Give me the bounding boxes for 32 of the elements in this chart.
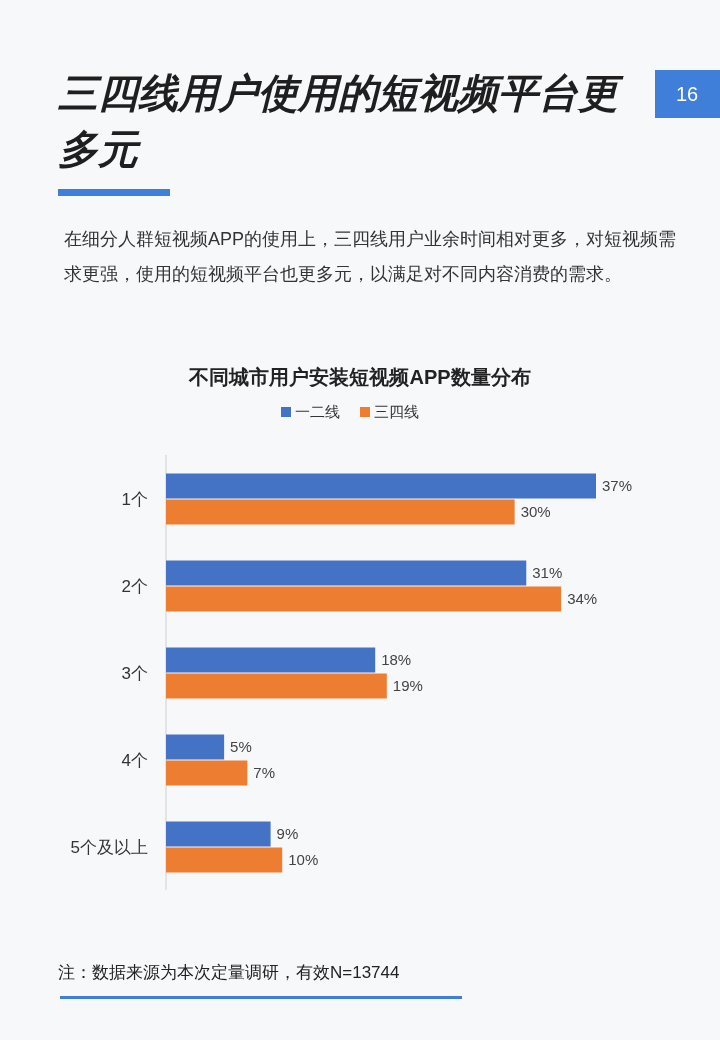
bar — [166, 821, 271, 847]
bar — [166, 847, 283, 873]
data-label: 7% — [253, 764, 276, 781]
data-label: 31% — [532, 564, 563, 581]
data-label: 9% — [276, 825, 299, 842]
chart-subtitle: 在细分人群短视频APP的使用上，三四线用户业余时间相对更多，对短视频需求更强，使用的短视频平台也更多元，以满足对不同内容消费的需求。 — [64, 229, 677, 284]
y-tick-label: 3个 — [121, 663, 148, 683]
data-label: 37% — [602, 477, 633, 494]
text: 16 — [675, 83, 699, 105]
data-label: 34% — [567, 590, 598, 607]
text: 不同城市用户安装短视频APP数量分布 — [188, 366, 531, 388]
data-label: 5% — [230, 738, 252, 755]
bar — [166, 673, 387, 699]
data-label: 19% — [392, 677, 423, 694]
bar — [166, 499, 515, 525]
bar — [166, 734, 225, 760]
bar — [166, 560, 527, 586]
y-tick-label: 1个 — [121, 489, 148, 509]
data-label: 18% — [381, 651, 412, 668]
data-label: 10% — [288, 851, 319, 868]
bar — [166, 586, 562, 612]
legend-label: 一二线 — [295, 403, 340, 420]
data-label: 30% — [520, 503, 551, 520]
y-tick-label: 2个 — [121, 576, 148, 596]
bar — [166, 647, 376, 673]
y-tick-label: 4个 — [121, 750, 148, 770]
chart-title: 三四线用户使用的短视频平台更多元 — [57, 71, 624, 171]
legend-label: 三四线 — [374, 403, 419, 420]
text: 注：数据来源为本次定量调研，有效N=13744 — [58, 963, 400, 982]
bar — [166, 760, 248, 786]
y-tick-label: 5个及以上 — [70, 837, 148, 857]
bar — [166, 473, 596, 499]
